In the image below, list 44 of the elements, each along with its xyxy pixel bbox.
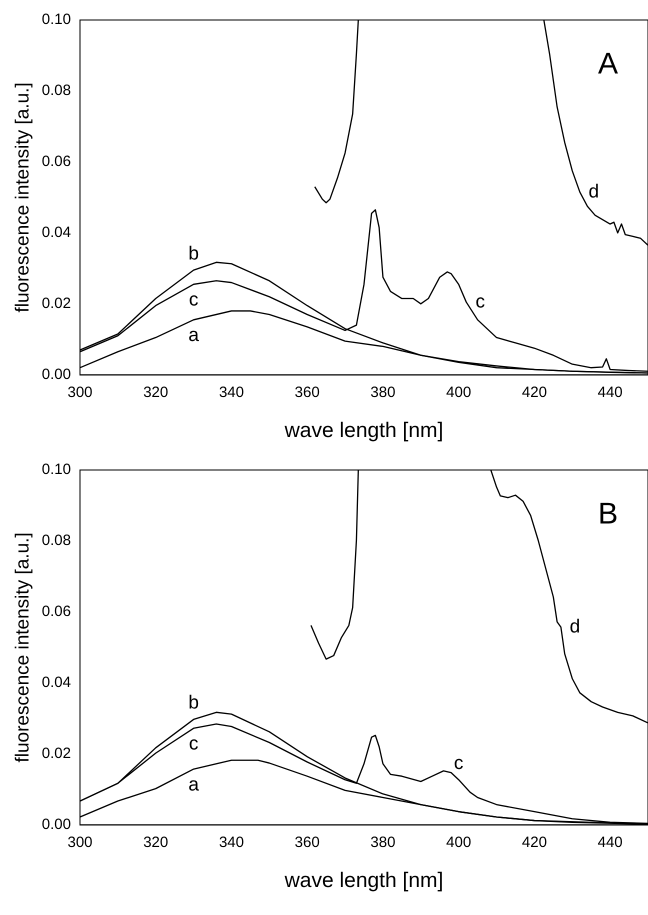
annotation: a xyxy=(188,774,200,796)
y-tick-label: 0.10 xyxy=(42,11,71,28)
y-tick-label: 0.06 xyxy=(42,603,71,620)
annotation: a xyxy=(188,325,200,346)
y-axis-title: fluorescence intensity [a.u.] xyxy=(12,82,34,313)
y-tick-label: 0.02 xyxy=(42,294,71,312)
annotation: d xyxy=(570,616,580,638)
x-tick-label: 440 xyxy=(598,834,623,851)
annotation: d xyxy=(588,181,600,202)
y-tick-label: 0.08 xyxy=(42,532,71,550)
x-tick-label: 360 xyxy=(294,384,320,401)
y-tick-label: 0.02 xyxy=(42,744,71,762)
y-tick-label: 0.04 xyxy=(42,224,71,242)
y-tick-label: 0.00 xyxy=(42,816,71,833)
x-tick-label: 400 xyxy=(446,384,472,401)
x-axis-title: wave length [nm] xyxy=(284,419,444,442)
y-axis-title: fluorescence intensity [a.u.] xyxy=(12,532,34,763)
x-tick-label: 380 xyxy=(370,384,396,401)
annotation: c xyxy=(188,734,198,755)
annotation: c xyxy=(475,291,485,312)
x-tick-label: 380 xyxy=(370,834,396,851)
x-tick-label: 300 xyxy=(67,384,93,401)
annotation: A xyxy=(598,47,618,80)
x-tick-label: 320 xyxy=(143,384,168,401)
x-axis-title: wave length [nm] xyxy=(284,869,444,892)
x-tick-label: 340 xyxy=(218,834,244,851)
annotation: c xyxy=(188,290,198,311)
y-tick-label: 0.06 xyxy=(42,153,71,170)
x-tick-label: 360 xyxy=(294,834,320,851)
annotation: c xyxy=(454,752,464,774)
x-tick-label: 420 xyxy=(522,834,547,851)
x-tick-label: 440 xyxy=(598,384,623,401)
y-tick-label: 0.10 xyxy=(42,461,71,478)
y-tick-label: 0.00 xyxy=(42,366,71,383)
y-tick-label: 0.04 xyxy=(42,674,71,692)
y-tick-label: 0.08 xyxy=(42,82,71,100)
annotation: B xyxy=(598,497,618,530)
x-tick-label: 300 xyxy=(67,834,93,851)
x-tick-label: 400 xyxy=(446,834,472,851)
annotation: b xyxy=(188,692,199,714)
x-tick-label: 340 xyxy=(218,384,244,401)
x-tick-label: 320 xyxy=(143,834,168,851)
annotation: b xyxy=(188,243,199,264)
x-tick-label: 420 xyxy=(522,384,547,401)
